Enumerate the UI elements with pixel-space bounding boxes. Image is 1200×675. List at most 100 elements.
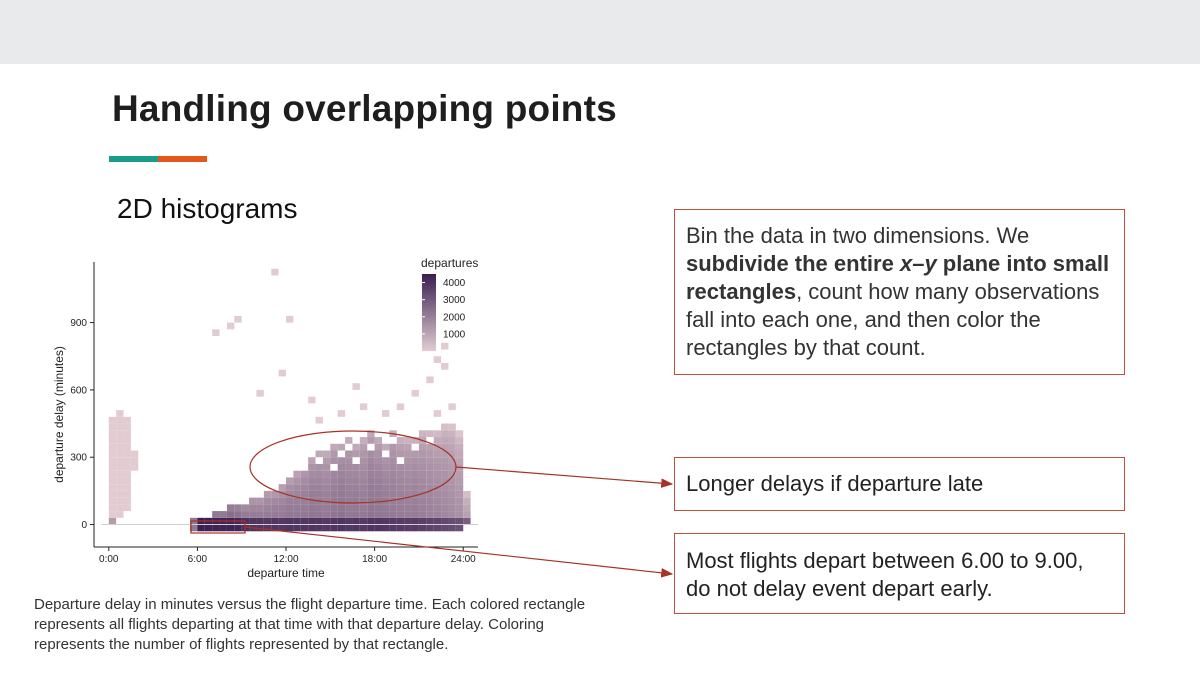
histogram-bin xyxy=(463,511,471,518)
histogram-bin xyxy=(367,463,375,471)
histogram-bin xyxy=(300,524,309,532)
histogram-bin xyxy=(382,477,390,485)
histogram-bin xyxy=(249,524,257,532)
histogram-bin xyxy=(249,511,257,518)
histogram-bin xyxy=(116,450,124,458)
histogram-bin xyxy=(197,517,205,525)
histogram-bin xyxy=(352,517,360,525)
histogram-bin xyxy=(374,484,382,491)
histogram-bin xyxy=(448,477,456,485)
histogram-bin xyxy=(219,524,227,532)
histogram-bin xyxy=(396,470,405,478)
histogram-bin xyxy=(389,430,397,438)
histogram-outlier-bin xyxy=(271,268,279,276)
histogram-bin xyxy=(123,450,131,458)
histogram-bin xyxy=(263,517,272,525)
histogram-bin xyxy=(374,524,382,532)
histogram-bin xyxy=(455,504,464,512)
histogram-bin xyxy=(330,511,338,518)
histogram-bin xyxy=(345,524,353,532)
histogram-bin xyxy=(418,517,427,525)
histogram-bin xyxy=(116,490,124,498)
histogram-bin xyxy=(411,497,419,505)
histogram-bin xyxy=(330,450,338,458)
histogram-bin xyxy=(123,463,131,471)
histogram-bin xyxy=(367,430,375,438)
explanation-x: x xyxy=(899,251,913,276)
histogram-bin xyxy=(330,524,338,532)
histogram-bin xyxy=(359,450,368,458)
histogram-bin xyxy=(455,524,464,532)
histogram-bin xyxy=(418,511,427,518)
histogram-bin xyxy=(322,450,331,458)
histogram-bin xyxy=(374,517,382,525)
histogram-bin xyxy=(116,416,124,424)
histogram-bin xyxy=(389,504,397,512)
histogram-bin xyxy=(359,524,368,532)
histogram-bin xyxy=(426,450,434,458)
histogram-bin xyxy=(337,517,346,525)
histogram-bin xyxy=(278,497,286,505)
histogram-bin xyxy=(426,430,434,438)
explanation-box: Bin the data in two dimensions. We subdi… xyxy=(674,209,1125,375)
histogram-bin xyxy=(359,437,368,444)
histogram-bin xyxy=(448,450,456,458)
histogram-bin xyxy=(123,423,131,431)
histogram-bin xyxy=(116,443,124,451)
histogram-bin xyxy=(330,517,338,525)
histogram-bin xyxy=(315,470,323,478)
histogram-bin xyxy=(382,484,390,491)
histogram-bin xyxy=(271,497,279,505)
histogram-bin xyxy=(337,511,346,518)
histogram-bin xyxy=(463,504,471,512)
histogram-bin xyxy=(330,457,338,464)
legend-label: 2000 xyxy=(443,312,466,323)
histogram-bin xyxy=(411,504,419,512)
histogram-bin xyxy=(308,497,316,505)
histogram-bin xyxy=(345,484,353,491)
histogram-bin xyxy=(278,524,286,532)
histogram-bin xyxy=(345,511,353,518)
histogram-bin xyxy=(389,511,397,518)
histogram-bin xyxy=(300,484,309,491)
histogram-bin xyxy=(352,524,360,532)
histogram-bin xyxy=(286,484,294,491)
histogram-bin xyxy=(271,517,279,525)
histogram-bin xyxy=(123,504,131,512)
histogram-bin xyxy=(293,504,301,512)
histogram-bin xyxy=(190,517,198,525)
histogram-bin xyxy=(256,504,264,512)
histogram-bin xyxy=(204,524,213,532)
histogram-bin xyxy=(448,463,456,471)
histogram-bin xyxy=(322,490,331,498)
histogram-bin xyxy=(426,524,434,532)
histogram-bin xyxy=(330,497,338,505)
histogram-bin xyxy=(374,497,382,505)
histogram-bin xyxy=(382,470,390,478)
histogram-bin xyxy=(411,450,419,458)
histogram-bin xyxy=(315,524,323,532)
histogram-bin xyxy=(337,470,346,478)
histogram-outlier-bin xyxy=(256,389,264,397)
histogram-outlier-bin xyxy=(286,315,294,323)
histogram-bin xyxy=(322,457,331,464)
histogram-bin xyxy=(108,437,117,444)
histogram-bin xyxy=(396,450,405,458)
histogram-bin xyxy=(418,484,427,491)
histogram-bin xyxy=(441,484,449,491)
histogram-bin xyxy=(352,470,360,478)
histogram-bin xyxy=(249,504,257,512)
histogram-bin xyxy=(116,463,124,471)
histogram-outlier-bin xyxy=(359,403,368,411)
histogram-bin xyxy=(212,511,220,518)
histogram-bin xyxy=(234,511,242,518)
histogram-bin xyxy=(241,504,250,512)
histogram-bin xyxy=(123,457,131,464)
histogram-bin xyxy=(448,457,456,464)
histogram-chart: 0 300 600 900 0:00 6:00 12:00 18:00 24:00 departu… xyxy=(52,256,478,580)
histogram-bin xyxy=(293,524,301,532)
histogram-bin xyxy=(359,490,368,498)
histogram-bin xyxy=(389,490,397,498)
histogram-bin xyxy=(455,511,464,518)
histogram-bin xyxy=(286,517,294,525)
